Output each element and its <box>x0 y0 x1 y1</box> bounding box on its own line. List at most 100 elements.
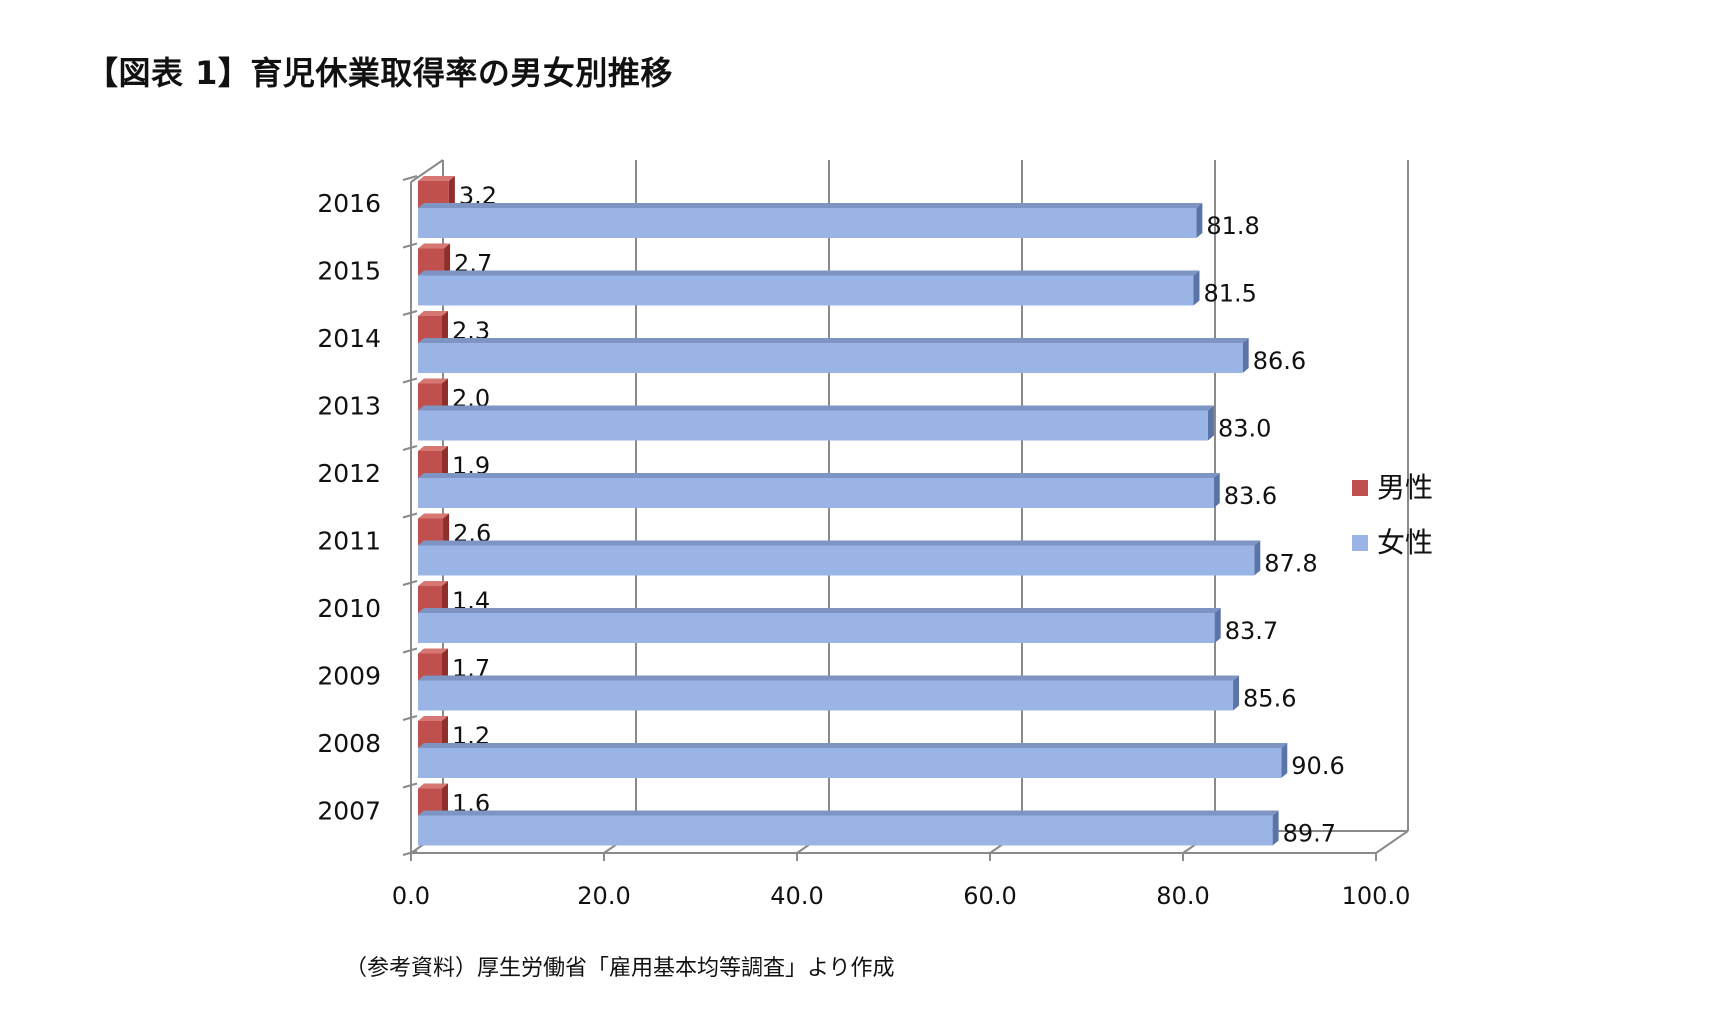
bar-male-2007-side <box>442 783 448 816</box>
category-label-2010: 2010 <box>317 594 381 623</box>
x-tick-label: 100.0 <box>1342 882 1411 910</box>
legend-label-0: 男性 <box>1377 471 1433 504</box>
bar-female-2014-side <box>1242 338 1249 373</box>
bar-female-2008 <box>418 743 1288 778</box>
data-label-female-2015: 81.5 <box>1203 280 1256 308</box>
category-tick <box>402 512 418 519</box>
category-label-2009: 2009 <box>317 662 381 691</box>
category-label-2013: 2013 <box>317 392 381 421</box>
bar-female-2012-side <box>1213 473 1220 508</box>
x-tick-label: 20.0 <box>577 882 630 910</box>
bar-male-2008-side <box>442 716 448 748</box>
data-label-female-2016: 81.8 <box>1206 212 1259 240</box>
bar-female-2016-top <box>418 203 1203 208</box>
data-label-female-2009: 85.6 <box>1243 685 1296 713</box>
bar-male-2014-side <box>442 311 448 343</box>
bar-female-2011-top <box>418 540 1261 546</box>
bar-male-2016-top <box>418 176 455 181</box>
bar-female-2007 <box>418 810 1279 846</box>
category-label-2012: 2012 <box>317 459 381 488</box>
bar-female-2008-front <box>418 748 1282 778</box>
bar-male-2011-side <box>443 513 450 546</box>
bar-female-2011-side <box>1254 540 1261 576</box>
bar-female-2016-front <box>418 208 1197 238</box>
bar-female-2012-top <box>418 473 1220 478</box>
bar-female-2007-front <box>418 815 1273 846</box>
category-tick <box>402 782 418 789</box>
category-label-2007: 2007 <box>317 797 381 826</box>
x-tick-label: 0.0 <box>392 882 430 910</box>
bar-male-2015-side <box>444 243 451 276</box>
category-tick <box>402 445 418 451</box>
category-label-2011: 2011 <box>317 527 381 556</box>
data-label-female-2011: 87.8 <box>1264 550 1317 578</box>
chart-title: 【図表 1】育児休業取得率の男女別推移 <box>86 54 673 92</box>
legend-swatch-0 <box>1352 480 1368 496</box>
bar-female-2015-side <box>1193 270 1200 306</box>
bar-male-2014-top <box>418 311 448 316</box>
bar-male-2010-top <box>418 581 448 586</box>
floor-gridline <box>1375 830 1409 854</box>
category-tick <box>402 377 418 384</box>
bar-female-2016-side <box>1196 203 1203 238</box>
bar-female-2012-front <box>418 478 1214 508</box>
bar-male-2012-side <box>442 446 448 478</box>
bar-female-2013-side <box>1207 405 1214 441</box>
bar-male-2009-side <box>442 648 448 681</box>
data-label-female-2007: 89.7 <box>1283 820 1336 848</box>
bar-male-2012-top <box>418 446 448 451</box>
bar-female-2016 <box>418 203 1203 238</box>
bar-female-2010-front <box>418 613 1215 643</box>
category-label-2015: 2015 <box>317 257 381 286</box>
bar-female-2014-front <box>418 343 1243 373</box>
source-note: （参考資料）厚生労働省「雇用基本均等調査」より作成 <box>345 956 895 981</box>
bar-male-2016-side <box>448 176 455 208</box>
bar-male-2010-side <box>442 581 448 613</box>
x-axis: 0.0 20.0 40.0 60.0 80.0 100.0 <box>392 853 1410 910</box>
legend-swatch-1 <box>1352 535 1368 551</box>
left-wall-top-edge <box>410 159 444 183</box>
bar-female-2011 <box>418 540 1261 576</box>
bar-female-2007-side <box>1272 810 1279 846</box>
x-tick-label: 40.0 <box>770 882 823 910</box>
category-tick <box>402 715 418 721</box>
bar-female-2014-top <box>418 338 1249 343</box>
category-tick <box>402 647 418 654</box>
data-label-female-2014: 86.6 <box>1253 347 1306 375</box>
bar-female-2013 <box>418 405 1214 441</box>
bar-female-2015-front <box>418 275 1194 306</box>
bar-female-2012 <box>418 473 1220 508</box>
bar-female-2009-top <box>418 675 1240 681</box>
category-labels: 2016 2015 2014 2013 2012 2011 2010 2009 2008 2007 <box>317 189 381 826</box>
bar-female-2010-side <box>1214 608 1221 643</box>
bar-male-2007-top <box>418 783 448 789</box>
bars: 3.281.82.781.52.386.62.083.01.983.62.687… <box>418 176 1345 848</box>
category-tick <box>402 242 418 249</box>
category-tick <box>402 310 418 316</box>
data-label-female-2008: 90.6 <box>1291 752 1344 780</box>
bar-female-2010-top <box>418 608 1221 613</box>
category-label-2014: 2014 <box>317 324 381 353</box>
bar-female-2013-top <box>418 405 1214 411</box>
data-label-female-2012: 83.6 <box>1224 482 1277 510</box>
bar-female-2009-front <box>418 680 1234 711</box>
bar-female-2015 <box>418 270 1200 306</box>
bar-female-2015-top <box>418 270 1200 276</box>
category-tick <box>402 580 418 586</box>
bar-female-2011-front <box>418 545 1255 576</box>
bar-female-2009 <box>418 675 1240 711</box>
category-label-2016: 2016 <box>317 189 381 218</box>
x-tick-label: 80.0 <box>1156 882 1209 910</box>
category-tick <box>402 175 418 181</box>
data-label-female-2013: 83.0 <box>1218 415 1271 443</box>
bar-male-2013-side <box>442 378 448 411</box>
bar-male-2011-top <box>418 513 450 519</box>
bar-female-2010 <box>418 608 1221 643</box>
bar-male-2009-top <box>418 648 448 654</box>
bar-female-2013-front <box>418 410 1208 441</box>
bar-male-2016 <box>418 176 455 208</box>
data-label-female-2010: 83.7 <box>1225 617 1278 645</box>
bar-female-2008-side <box>1281 743 1288 778</box>
